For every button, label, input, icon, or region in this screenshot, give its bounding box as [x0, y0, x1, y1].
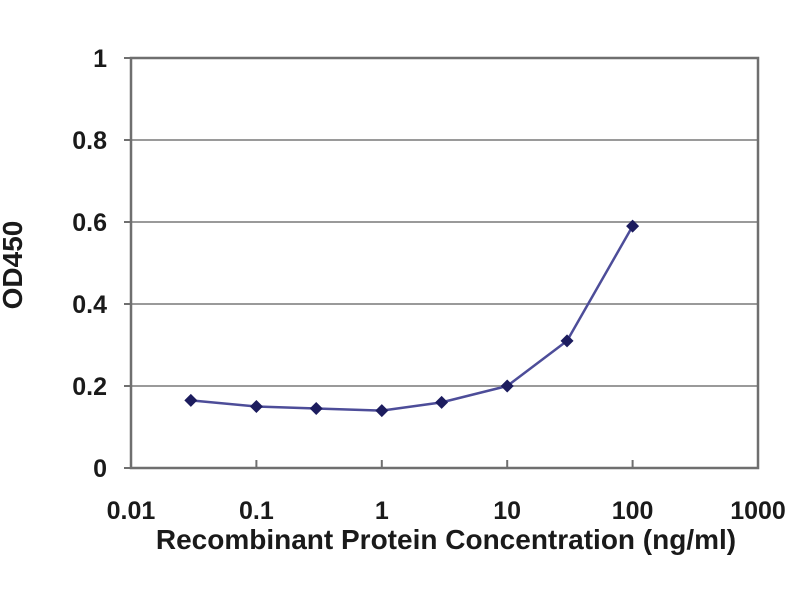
data-point-marker — [560, 334, 574, 348]
y-tick-label: 1 — [93, 45, 107, 73]
x-tick-label: 10 — [493, 497, 521, 525]
plot-border-rect — [129, 56, 760, 470]
x-tick-label: 100 — [612, 497, 654, 525]
y-tick-label: 0.4 — [72, 291, 107, 319]
x-tick-label: 1000 — [730, 497, 786, 525]
series-line — [190, 225, 634, 412]
x-axis-title: Recombinant Protein Concentration (ng/ml… — [156, 524, 736, 555]
axis-ticks — [124, 57, 759, 469]
data-point-marker — [184, 393, 198, 407]
plot-border — [129, 56, 760, 470]
x-tick-label: 0.01 — [107, 497, 156, 525]
gridlines — [131, 139, 758, 387]
y-tick-labels: 0 0.2 0.4 0.6 0.8 1 — [72, 45, 107, 483]
y-tick-label: 0.2 — [72, 373, 107, 401]
y-tick-label: 0.6 — [72, 209, 107, 237]
data-point-marker — [309, 402, 323, 416]
data-series — [184, 219, 640, 418]
data-point-marker — [626, 219, 640, 233]
x-tick-label: 0.1 — [239, 497, 274, 525]
x-tick-label: 1 — [375, 497, 389, 525]
x-tick-labels: 0.01 0.1 1 10 100 1000 — [107, 497, 786, 525]
data-point-marker — [375, 404, 389, 418]
data-point-marker — [249, 400, 263, 413]
data-point-marker — [435, 395, 449, 409]
y-tick-label: 0 — [93, 455, 107, 483]
data-point-marker — [500, 379, 514, 393]
y-tick-label: 0.8 — [72, 127, 107, 155]
y-axis-title: OD450 — [0, 221, 28, 310]
